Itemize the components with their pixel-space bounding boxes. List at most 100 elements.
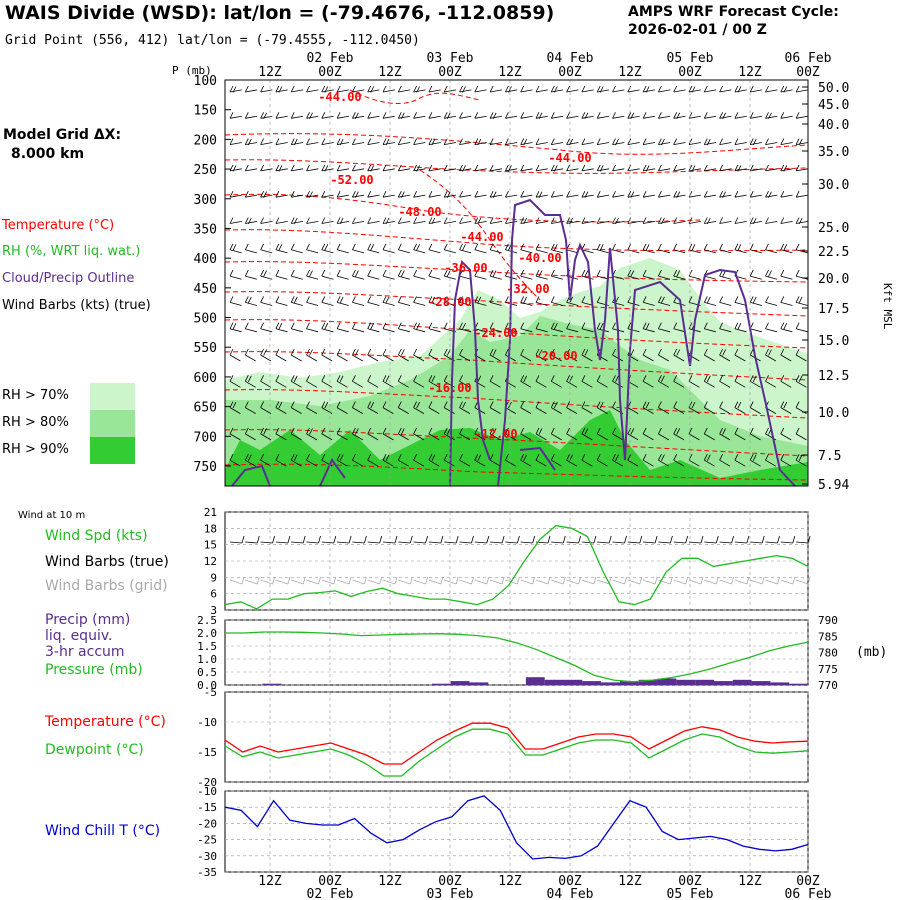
- wind-barb: [505, 454, 516, 467]
- wind-barb: [703, 322, 716, 333]
- wind-barb: [581, 454, 593, 467]
- wind-barb: [780, 164, 793, 172]
- temp-ytick: -20: [197, 776, 217, 789]
- wind-barb: [290, 112, 304, 119]
- wind-barb: [244, 112, 258, 119]
- wind-barb: [382, 322, 395, 333]
- wind-barb-true-feather: [241, 535, 245, 544]
- wind-barb-grid: [306, 579, 319, 585]
- wind-barb: [474, 164, 487, 172]
- legend-wind-spd: Wind Spd (kts): [45, 528, 148, 544]
- precip-bar: [638, 679, 658, 685]
- wind-barb: [275, 322, 288, 333]
- wind-barb-grid-feather: [364, 576, 367, 585]
- xs-xtick: 12Z: [618, 65, 642, 80]
- wind-barb-grid-feather: [517, 576, 520, 585]
- wind-barb-true: [612, 541, 625, 544]
- wind-barb: [703, 454, 715, 467]
- wind-barb: [505, 217, 518, 224]
- wind-barb: [428, 322, 441, 333]
- wind-barb-true: [734, 541, 747, 544]
- wind-barb-true-feather: [348, 535, 352, 544]
- wind-barb: [336, 269, 349, 280]
- wind-barb: [688, 191, 701, 198]
- wind-barb: [596, 217, 610, 224]
- temperature-contour: [349, 89, 481, 104]
- wind-barb: [780, 217, 793, 224]
- wind-barb: [229, 85, 242, 93]
- xs-ytick: 100: [194, 74, 217, 89]
- wind-barb-true-feather: [624, 535, 627, 544]
- temperature-label: -44.00: [318, 90, 361, 104]
- wind-barb: [535, 348, 547, 362]
- wind-ytick: 18: [204, 522, 217, 535]
- xs-y2tick: 12.5: [818, 369, 849, 384]
- wind-barb-true-feather: [333, 535, 337, 544]
- wind-barb: [474, 112, 487, 119]
- forecast-cycle-line2: 2026-02-01 / 00 Z: [628, 22, 767, 38]
- wind-barb-grid: [597, 579, 610, 585]
- wind-barb: [795, 375, 807, 388]
- wind-barb: [596, 269, 609, 280]
- wind-barb: [229, 269, 242, 280]
- wind-barb: [367, 85, 380, 93]
- temperature-contour: [224, 429, 809, 457]
- wind-barb: [658, 322, 671, 333]
- legend-liq: liq. equiv.: [45, 628, 113, 644]
- wind-barb: [275, 191, 288, 198]
- wind-barb: [244, 322, 257, 333]
- wind-barb: [397, 427, 409, 441]
- xs-ytick: 400: [194, 252, 217, 267]
- wind-barb: [673, 112, 686, 119]
- wind-barb-grid: [336, 579, 350, 585]
- wind-barb: [627, 454, 639, 467]
- wind-barb-grid-feather: [715, 576, 719, 585]
- xs-y2tick: 22.5: [818, 245, 849, 260]
- wind-barb: [749, 296, 762, 306]
- wind-barb: [673, 217, 686, 224]
- wind-barb-true-feather: [670, 535, 673, 544]
- wind-barb: [382, 296, 395, 306]
- page-title: WAIS Divide (WSD): lat/lon = (-79.4676, …: [5, 2, 555, 24]
- wind-barb: [703, 348, 715, 362]
- legend-rh70: RH > 70%: [2, 388, 69, 403]
- wind-ytick: 3: [210, 604, 217, 617]
- wind-barb: [413, 191, 426, 198]
- wind-barb-grid-feather: [318, 576, 321, 585]
- wind-barb-grid: [444, 579, 457, 585]
- wind-barb-true: [551, 541, 564, 544]
- wind-barb: [749, 322, 762, 333]
- rh90-swatch: [90, 437, 135, 464]
- wind-barb: [382, 427, 394, 441]
- legend-rh90: RH > 90%: [2, 442, 69, 457]
- wind-barb: [520, 217, 533, 225]
- xs-xtick: 12Z: [258, 65, 282, 80]
- wind-barb: [642, 401, 654, 414]
- wind-barb: [367, 164, 380, 172]
- wind-barb: [336, 348, 348, 362]
- precip-bar: [563, 679, 583, 685]
- wind-barb: [290, 454, 302, 467]
- wind-barb-true: [428, 541, 441, 544]
- wind-barb: [459, 454, 471, 467]
- wind-barb-true-feather: [593, 535, 597, 544]
- wind-barb-true-feather: [379, 535, 383, 544]
- wind-barb: [397, 112, 411, 119]
- wind-barb: [352, 112, 365, 119]
- wind-barb: [260, 401, 272, 414]
- wind-barb-grid-feather: [777, 576, 780, 585]
- wind-barb-grid: [474, 579, 487, 585]
- wind-barb: [535, 138, 548, 145]
- wind-barb: [306, 427, 318, 441]
- xs-ytick: 700: [194, 430, 217, 445]
- legend-cloud: Cloud/Precip Outline: [2, 271, 135, 286]
- wind-barb: [306, 138, 319, 145]
- wind-barb: [336, 454, 348, 467]
- wind-barb: [397, 269, 410, 280]
- wind-barb: [413, 269, 426, 280]
- wind-barb: [397, 243, 410, 254]
- wind-barb: [275, 138, 288, 145]
- wind-barb: [321, 401, 333, 414]
- wind-barb: [382, 348, 394, 362]
- wind-barb: [581, 138, 594, 145]
